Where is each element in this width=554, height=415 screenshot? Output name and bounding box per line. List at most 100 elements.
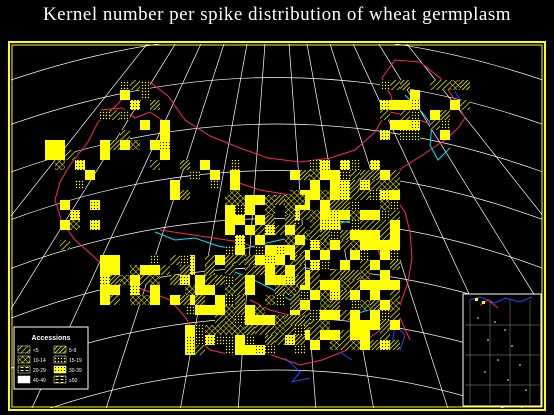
accession-cell xyxy=(185,345,195,355)
accession-cell xyxy=(245,265,255,275)
accession-cell xyxy=(185,325,195,335)
accession-cell xyxy=(195,345,205,355)
accession-cell xyxy=(380,340,390,350)
accession-cell xyxy=(295,325,305,335)
accession-cell xyxy=(390,300,400,310)
accession-cell xyxy=(285,335,295,345)
accession-cell xyxy=(255,195,265,205)
accession-cell xyxy=(285,325,295,335)
accession-cell xyxy=(225,295,235,305)
accession-cell xyxy=(100,265,110,275)
accession-cell xyxy=(310,310,320,320)
accession-cell xyxy=(60,240,70,250)
accession-cell xyxy=(380,320,390,330)
accession-cell xyxy=(340,160,350,170)
accession-cell xyxy=(130,265,140,275)
accession-cell xyxy=(205,265,215,275)
accession-cell xyxy=(235,315,245,325)
accession-cell xyxy=(310,330,320,340)
accession-cell xyxy=(245,335,255,345)
accession-cell xyxy=(330,210,340,220)
accession-cell xyxy=(390,100,400,110)
accession-cell xyxy=(180,265,190,275)
accession-cell xyxy=(350,300,360,310)
accession-cell xyxy=(380,330,390,340)
accession-cell xyxy=(410,130,420,140)
legend-swatch xyxy=(17,365,31,374)
accession-cell xyxy=(360,250,370,260)
accession-cell xyxy=(75,180,85,190)
accession-cell xyxy=(380,210,390,220)
accession-cell xyxy=(295,265,305,275)
legend-label: 10-14 xyxy=(33,358,46,364)
accession-cell xyxy=(430,110,440,120)
accession-cell xyxy=(320,280,330,290)
accession-cell xyxy=(330,300,340,310)
accession-cell xyxy=(320,290,330,300)
accession-cell xyxy=(245,205,255,215)
legend: Accessions <5 5-9 10-14 15-19 20-29 30-39 40-4… xyxy=(13,326,89,390)
inset-island xyxy=(494,321,496,323)
accession-cell xyxy=(350,270,360,280)
accession-cell xyxy=(340,270,350,280)
accession-cell xyxy=(330,340,340,350)
accession-cell xyxy=(350,170,360,180)
accession-cell xyxy=(230,180,240,190)
accession-cell xyxy=(330,270,340,280)
accession-cell xyxy=(360,340,370,350)
accession-cell xyxy=(370,240,380,250)
accession-cell xyxy=(310,320,320,330)
accession-cell xyxy=(180,275,190,285)
accession-cell xyxy=(370,210,380,220)
accession-cell xyxy=(380,220,390,230)
accession-cell xyxy=(110,275,120,285)
accession-cell xyxy=(120,140,130,150)
accession-cell xyxy=(160,140,170,150)
accession-cell xyxy=(255,255,265,265)
accession-cell xyxy=(185,335,195,345)
accession-cell xyxy=(120,90,130,100)
accession-cell xyxy=(285,245,295,255)
accession-cell xyxy=(330,240,340,250)
accession-cell xyxy=(245,345,255,355)
accession-cell xyxy=(190,170,200,180)
accession-cell xyxy=(195,285,205,295)
accession-cell xyxy=(195,295,205,305)
accession-cell xyxy=(410,90,420,100)
accession-cell xyxy=(265,345,275,355)
accession-cell xyxy=(380,100,390,110)
accession-cell xyxy=(340,280,350,290)
accession-cell xyxy=(235,295,245,305)
accession-cell xyxy=(150,265,160,275)
accession-cell xyxy=(275,225,285,235)
accession-cell xyxy=(215,275,225,285)
accession-cell xyxy=(295,225,305,235)
accession-cell xyxy=(295,315,305,325)
accession-cell xyxy=(45,150,55,160)
accession-cell xyxy=(140,265,150,275)
accession-cell xyxy=(245,195,255,205)
accession-cell xyxy=(265,245,275,255)
accession-cell xyxy=(440,80,450,90)
accession-cell xyxy=(150,100,160,110)
accession-cell xyxy=(390,200,400,210)
accession-cell xyxy=(285,315,295,325)
accession-cell xyxy=(210,170,220,180)
accession-cell xyxy=(170,295,180,305)
accession-cell xyxy=(360,170,370,180)
accession-cell xyxy=(400,80,410,90)
accession-cell xyxy=(370,230,380,240)
accession-cell xyxy=(295,235,305,245)
accession-cells xyxy=(45,80,470,355)
accession-cell xyxy=(65,150,75,160)
accession-cell xyxy=(380,80,390,90)
accession-cell xyxy=(310,230,320,240)
accession-cell xyxy=(310,270,320,280)
accession-cell xyxy=(205,255,215,265)
accession-cell xyxy=(225,325,235,335)
accession-cell xyxy=(340,330,350,340)
accession-cell xyxy=(360,330,370,340)
accession-cell xyxy=(100,285,110,295)
accession-cell xyxy=(440,110,450,120)
accession-cell xyxy=(290,300,300,310)
